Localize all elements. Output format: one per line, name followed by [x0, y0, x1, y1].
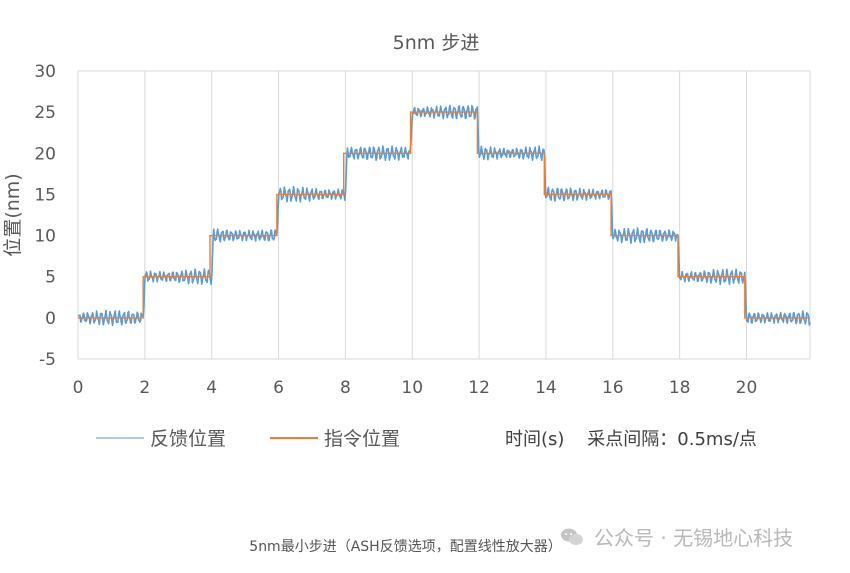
sampling-note: 时间(s) 采点间隔：0.5ms/点 — [505, 429, 757, 450]
legend: 反馈位置 指令位置 — [96, 428, 400, 450]
y-tick-label: 30 — [34, 62, 56, 82]
series-command-line — [78, 111, 810, 319]
x-tick-label: 12 — [468, 378, 490, 398]
x-tick-label: 10 — [401, 378, 423, 398]
wechat-icon — [561, 528, 583, 545]
y-tick-label: 15 — [34, 185, 56, 205]
legend-label: 指令位置 — [324, 428, 400, 450]
x-tick-label: 8 — [340, 378, 351, 398]
y-tick-label: 5 — [45, 268, 56, 288]
watermark: 公众号 · 无锡地心科技 — [560, 522, 793, 551]
grid — [77, 70, 811, 360]
x-tick-label: 18 — [669, 378, 691, 398]
x-tick-label: 2 — [139, 378, 150, 398]
x-tick-label: 6 — [273, 378, 284, 398]
series-feedback-line — [77, 104, 811, 327]
chart-title: 5nm 步进 — [393, 32, 480, 54]
y-tick-label: 10 — [34, 227, 56, 247]
y-tick-label: 20 — [34, 144, 56, 164]
axes: 0 2 4 6 8 10 12 14 16 18 20 -5 0 5 10 15 20 25 30 — [34, 62, 757, 398]
y-axis-title: 位置(nm) — [2, 173, 24, 256]
legend-label: 反馈位置 — [150, 428, 226, 450]
series-layer — [77, 104, 811, 327]
x-tick-label: 4 — [206, 378, 217, 398]
x-tick-label: 0 — [73, 378, 84, 398]
y-tick-label: 0 — [45, 309, 56, 329]
watermark-text: 公众号 · 无锡地心科技 — [594, 526, 794, 550]
figure-caption: 5nm最小步进（ASH反馈选项，配置线性放大器） — [249, 539, 562, 555]
x-tick-label: 14 — [535, 378, 557, 398]
y-tick-label: 25 — [34, 103, 56, 123]
x-tick-label: 20 — [736, 378, 758, 398]
x-tick-label: 16 — [602, 378, 624, 398]
y-tick-label: -5 — [39, 350, 56, 370]
